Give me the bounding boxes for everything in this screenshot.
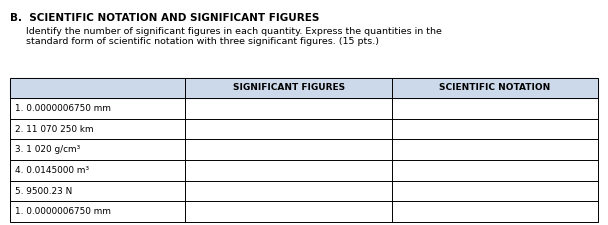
Text: standard form of scientific notation with three significant figures. (15 pts.): standard form of scientific notation wit… xyxy=(26,37,379,46)
Text: 3. 1 020 g/cm³: 3. 1 020 g/cm³ xyxy=(15,145,80,154)
Text: SIGNIFICANT FIGURES: SIGNIFICANT FIGURES xyxy=(233,83,345,92)
Text: 5. 9500.23 N: 5. 9500.23 N xyxy=(15,187,72,196)
Text: B.  SCIENTIFIC NOTATION AND SIGNIFICANT FIGURES: B. SCIENTIFIC NOTATION AND SIGNIFICANT F… xyxy=(10,13,319,23)
Text: 2. 11 070 250 km: 2. 11 070 250 km xyxy=(15,124,94,133)
Bar xyxy=(10,78,598,222)
Text: 4. 0.0145000 m³: 4. 0.0145000 m³ xyxy=(15,166,89,175)
Text: Identify the number of significant figures in each quantity. Express the quantit: Identify the number of significant figur… xyxy=(26,27,442,36)
Bar xyxy=(10,78,598,98)
Text: 1. 0.0000006750 mm: 1. 0.0000006750 mm xyxy=(15,207,111,216)
Text: 1. 0.0000006750 mm: 1. 0.0000006750 mm xyxy=(15,104,111,113)
Text: SCIENTIFIC NOTATION: SCIENTIFIC NOTATION xyxy=(440,83,551,92)
